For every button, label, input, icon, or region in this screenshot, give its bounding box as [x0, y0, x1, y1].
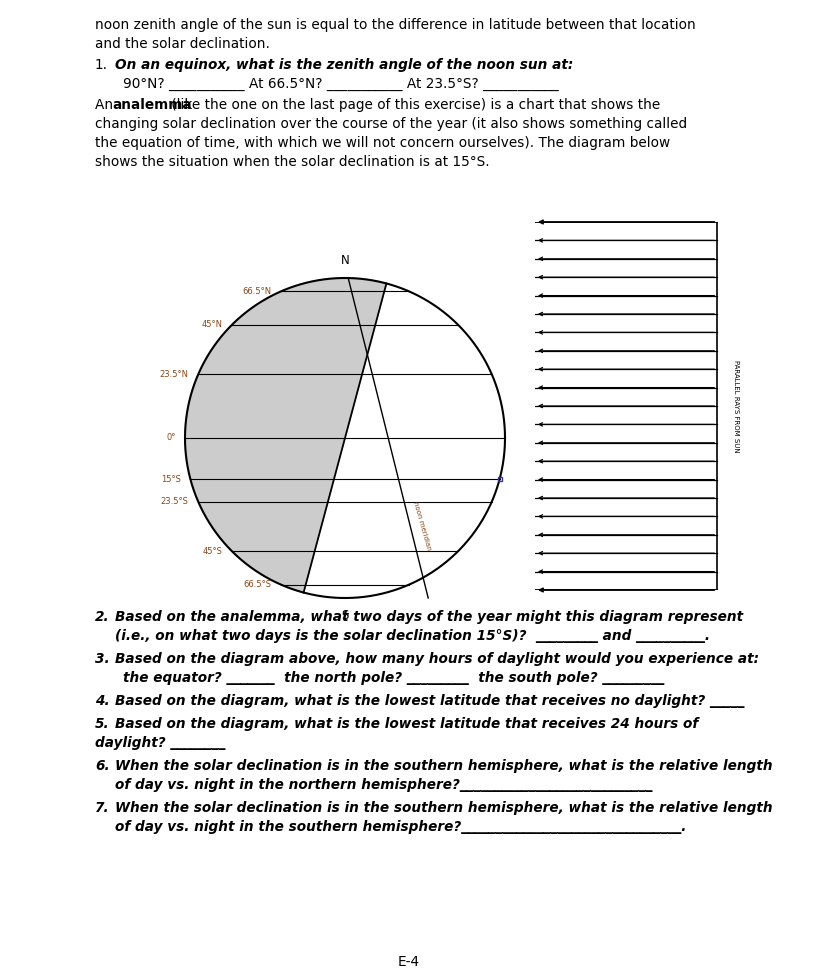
Text: Based on the diagram above, how many hours of daylight would you experience at:: Based on the diagram above, how many hou…	[115, 652, 759, 666]
Text: of day vs. night in the northern hemisphere?____________________________: of day vs. night in the northern hemisph…	[115, 778, 653, 792]
Text: S: S	[341, 609, 348, 622]
Text: 15°S: 15°S	[161, 475, 181, 484]
Text: of day vs. night in the southern hemisphere?________________________________.: of day vs. night in the southern hemisph…	[115, 820, 686, 834]
Text: Based on the diagram, what is the lowest latitude that receives 24 hours of: Based on the diagram, what is the lowest…	[115, 717, 699, 731]
Text: Based on the analemma, what two days of the year might this diagram represent: Based on the analemma, what two days of …	[115, 610, 743, 624]
Text: shows the situation when the solar declination is at 15°S.: shows the situation when the solar decli…	[95, 155, 490, 169]
Text: changing solar declination over the course of the year (it also shows something : changing solar declination over the cour…	[95, 117, 687, 131]
Text: 2.: 2.	[95, 610, 110, 624]
Polygon shape	[185, 278, 386, 593]
Text: E-4: E-4	[398, 955, 420, 969]
Text: 23.5°S: 23.5°S	[161, 497, 189, 506]
Text: the equation of time, with which we will not concern ourselves). The diagram bel: the equation of time, with which we will…	[95, 136, 670, 150]
Text: When the solar declination is in the southern hemisphere, what is the relative l: When the solar declination is in the sou…	[115, 759, 773, 773]
Text: An: An	[95, 98, 118, 112]
Text: 45°N: 45°N	[201, 321, 222, 330]
Text: 45°S: 45°S	[202, 547, 222, 556]
Text: noon zenith angle of the sun is equal to the difference in latitude between that: noon zenith angle of the sun is equal to…	[95, 18, 696, 32]
Text: 4.: 4.	[95, 694, 110, 708]
Text: (i.e., on what two days is the solar declination 15°S)?  _________ and _________: (i.e., on what two days is the solar dec…	[115, 629, 710, 643]
Text: 5.: 5.	[95, 717, 110, 731]
Text: N: N	[340, 254, 349, 267]
Text: analemma: analemma	[112, 98, 191, 112]
Text: noon meridian: noon meridian	[412, 501, 432, 551]
Text: 90°N? ___________ At 66.5°N? ___________ At 23.5°S? ___________: 90°N? ___________ At 66.5°N? ___________…	[123, 77, 559, 91]
Text: 66.5°N: 66.5°N	[242, 287, 272, 295]
Text: 7.: 7.	[95, 801, 110, 815]
Text: On an equinox, what is the zenith angle of the noon sun at:: On an equinox, what is the zenith angle …	[115, 58, 573, 72]
Text: 1.: 1.	[95, 58, 108, 72]
Text: daylight? ________: daylight? ________	[95, 736, 226, 750]
Text: PARALLEL RAYS FROM SUN: PARALLEL RAYS FROM SUN	[733, 360, 739, 452]
Text: (like the one on the last page of this exercise) is a chart that shows the: (like the one on the last page of this e…	[167, 98, 660, 112]
Text: 66.5°S: 66.5°S	[244, 580, 272, 589]
Text: 6.: 6.	[95, 759, 110, 773]
Text: the equator? _______  the north pole? _________  the south pole? _________: the equator? _______ the north pole? ___…	[123, 671, 664, 685]
Text: Based on the diagram, what is the lowest latitude that receives no daylight? ___: Based on the diagram, what is the lowest…	[115, 694, 744, 708]
Text: 3.: 3.	[95, 652, 110, 666]
Text: When the solar declination is in the southern hemisphere, what is the relative l: When the solar declination is in the sou…	[115, 801, 773, 815]
Text: and the solar declination.: and the solar declination.	[95, 37, 270, 51]
Text: 0°: 0°	[166, 434, 175, 443]
Text: 23.5°N: 23.5°N	[160, 370, 189, 378]
